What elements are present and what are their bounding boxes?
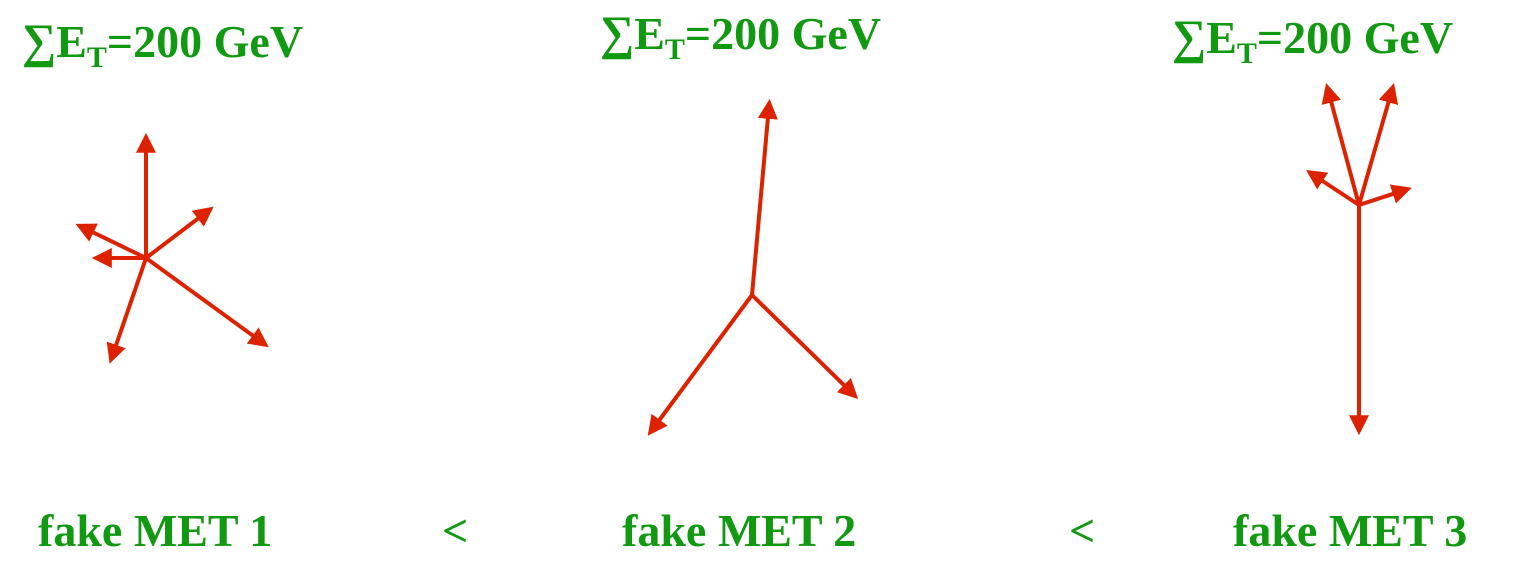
vector-arrow [647,293,754,436]
et-variable: E [1206,12,1237,63]
sum-et-value: =200 GeV [106,16,304,67]
vector-arrow [1357,184,1412,207]
et-subscript: T [664,33,685,66]
vector-arrow [750,98,778,297]
fake-met-label-3: fake MET 3 [1233,505,1468,556]
vector-diagram-1 [75,132,269,364]
sigma-symbol: ∑ [600,7,635,60]
et-subscript: T [1236,37,1257,70]
vector-arrow [144,206,214,260]
sigma-symbol: ∑ [1172,11,1207,64]
fake-met-label-1: fake MET 1 [38,505,273,556]
vector-diagram-3 [1305,83,1412,436]
sum-et-label-2: ∑ET=200 GeV [600,7,882,65]
vector-arrow [144,256,269,348]
et-variable: E [634,8,665,59]
et-variable: E [56,16,87,67]
sum-et-value: =200 GeV [1256,12,1454,63]
vector-arrow [1321,83,1361,207]
vector-arrow [1305,170,1361,207]
vector-arrow [1357,83,1399,207]
fake-met-label-2: fake MET 2 [622,505,857,556]
less-than-sign-1: < [442,505,469,556]
less-than-sign-2: < [1069,505,1096,556]
et-subscript: T [86,41,107,74]
vector-arrow [75,223,148,260]
sum-et-label-3: ∑ET=200 GeV [1172,11,1454,69]
sum-et-label-1: ∑ET=200 GeV [22,15,304,73]
sum-et-value: =200 GeV [684,8,882,59]
vector-diagram-2 [647,98,859,436]
vector-arrow [106,256,148,364]
sigma-symbol: ∑ [22,15,57,68]
vector-arrow [750,293,859,400]
